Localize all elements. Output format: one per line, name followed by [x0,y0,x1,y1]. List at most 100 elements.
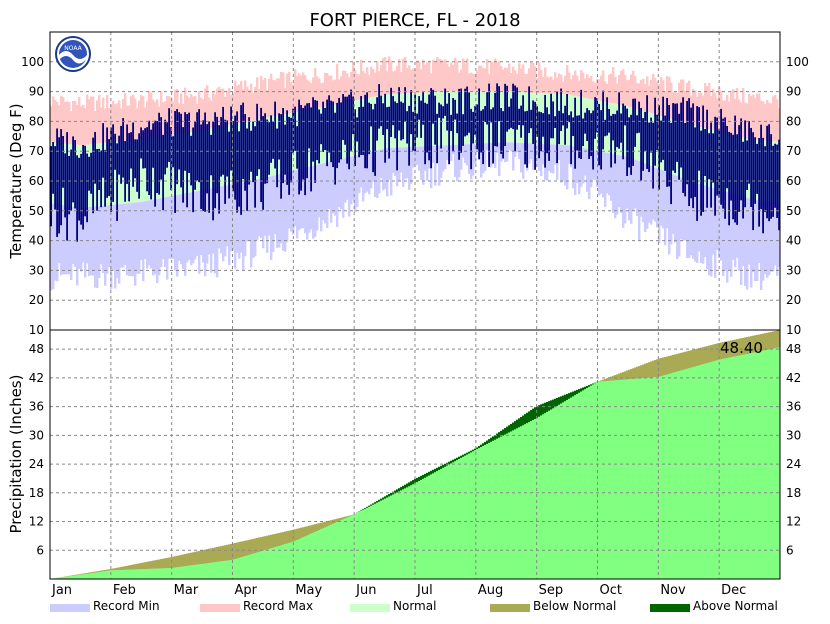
observed-temp-bar [574,98,576,169]
observed-temp-bar [722,119,724,209]
observed-temp-bar [678,114,680,180]
observed-temp-bar [458,89,460,160]
observed-temp-bar [630,115,632,175]
temperature-tick-label-left: 80 [29,114,44,128]
observed-temp-bar [210,135,212,175]
observed-temp-bar [164,120,166,175]
temperature-tick-label-right: 60 [786,174,801,188]
noaa-logo-text: NOAA [64,45,82,52]
observed-temp-bar [128,133,130,201]
observed-temp-bar [200,124,202,209]
observed-temp-bar [274,102,276,169]
legend-swatch [650,604,690,612]
observed-temp-bar [422,92,424,124]
observed-temp-bar [706,110,708,208]
observed-temp-bar [448,93,450,164]
observed-temp-bar [178,112,180,169]
observed-temp-bar [68,156,70,214]
observed-temp-bar [556,92,558,164]
legend-swatch [350,604,390,612]
observed-temp-bar [754,137,756,204]
observed-temp-bar [148,121,150,195]
observed-temp-bar [766,126,768,218]
observed-temp-bar [696,106,698,221]
observed-temp-bar [708,133,710,179]
observed-temp-bar [364,95,366,168]
observed-temp-bar [398,87,400,130]
observed-temp-bar [208,121,210,212]
observed-temp-bar [256,104,258,176]
observed-temp-bar [480,111,482,153]
observed-temp-bar [654,98,656,166]
observed-temp-bar [410,90,412,134]
observed-temp-bar [330,101,332,162]
precipitation-tick-label-left: 36 [29,400,44,414]
observed-temp-bar [594,97,596,139]
precipitation-tick-label-right: 12 [786,515,801,529]
observed-temp-bar [478,89,480,160]
observed-temp-bar [186,114,188,207]
observed-temp-bar [240,105,242,215]
observed-temp-bar [314,100,316,183]
observed-temp-bar [202,120,204,211]
observed-temp-bar [646,95,648,169]
observed-temp-bar [276,129,278,188]
observed-temp-bar [146,127,148,191]
observed-temp-bar [190,136,192,186]
legend-label: Below Normal [533,599,616,613]
observed-temp-bar [704,129,706,176]
observed-temp-bar [500,108,502,154]
month-tick-label: Feb [113,583,136,598]
observed-temp-bar [102,123,104,177]
observed-temp-bar [510,98,512,127]
precipitation-tick-label-left: 6 [36,543,44,557]
observed-temp-bar [74,140,76,208]
observed-temp-bar [412,112,414,151]
observed-temp-bar [468,92,470,132]
observed-temp-bar [116,143,118,221]
observed-temp-bar [664,116,666,171]
temperature-tick-label-right: 90 [786,85,801,99]
observed-temp-bar [424,103,426,164]
month-tick-label: May [295,583,322,598]
observed-temp-bar [288,117,290,195]
temperature-tick-label-right: 40 [786,234,801,248]
observed-temp-bar [66,132,68,240]
observed-temp-bar [386,107,388,129]
observed-temp-bar [338,98,340,163]
observed-temp-bar [182,127,184,203]
observed-temp-bar [726,126,728,188]
observed-temp-bar [460,89,462,153]
observed-temp-bar [360,96,362,155]
observed-temp-bar [344,97,346,145]
observed-temp-bar [362,107,364,155]
observed-temp-bar [126,124,128,183]
legend-label: Above Normal [693,599,778,613]
temperature-tick-label-left: 50 [29,204,44,218]
observed-temp-bar [180,114,182,188]
observed-temp-bar [662,97,664,160]
temperature-tick-label-right: 80 [786,114,801,128]
observed-temp-bar [496,83,498,146]
observed-temp-bar [760,125,762,209]
observed-temp-bar [600,110,602,169]
noaa-logo-icon: NOAA [56,37,90,71]
observed-temp-bar [588,110,590,159]
temperature-tick-label-right: 70 [786,144,801,158]
observed-temp-bar [532,100,534,143]
observed-temp-bar [144,128,146,168]
observed-temp-bar [124,141,126,202]
observed-temp-bar [270,115,272,162]
observed-temp-bar [632,99,634,166]
observed-temp-bar [378,84,380,128]
observed-temp-bar [308,103,310,148]
observed-temp-bar [732,135,734,219]
precipitation-tick-label-left: 42 [29,371,44,385]
observed-temp-bar [58,137,60,233]
legend-label: Normal [393,599,436,613]
temperature-tick-label-right: 30 [786,263,801,277]
observed-temp-bar [272,122,274,159]
observed-temp-bar [430,88,432,168]
observed-temp-bar [336,103,338,168]
observed-temp-bar [666,98,668,187]
